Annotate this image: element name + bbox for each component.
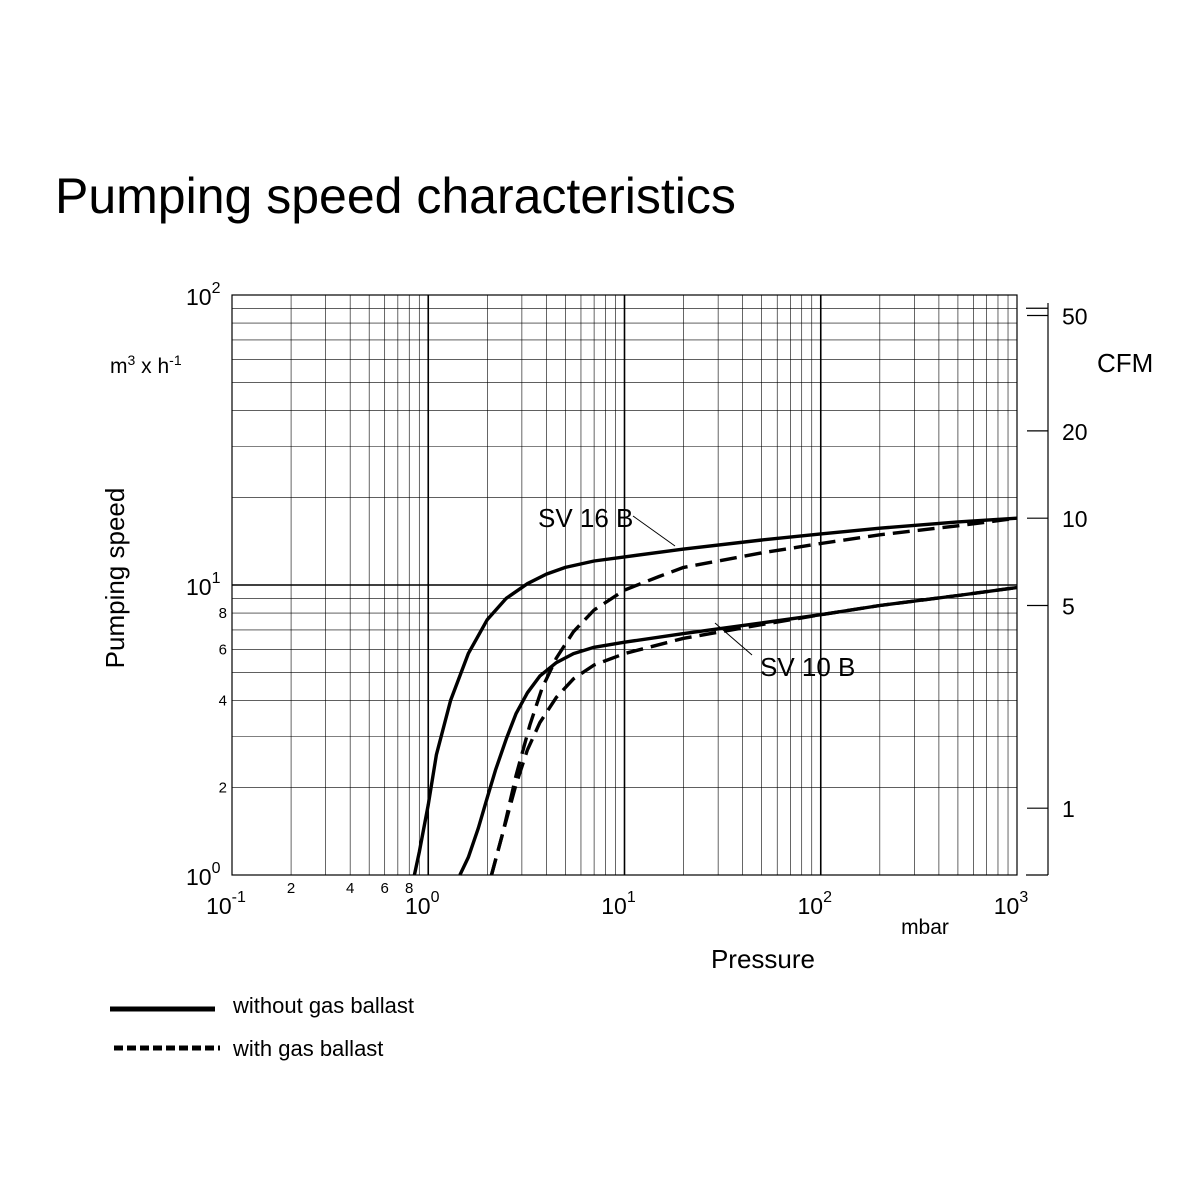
annotation-sv10b-label: SV 10 B [760, 652, 855, 682]
x-minor-tick-label: 6 [381, 880, 389, 897]
annotation-sv16b-label: SV 16 B [538, 503, 633, 533]
x-minor-tick-label: 2 [287, 880, 295, 897]
y-minor-tick-label: 8 [219, 605, 227, 622]
x-minor-tick-label: 8 [405, 880, 413, 897]
x-axis-ticks: 10-1 100 101 102 103 2 4 6 8 [206, 880, 1028, 919]
y-axis-label: Pumping speed [100, 488, 130, 669]
annotation-sv10b: SV 10 B [714, 622, 855, 682]
y-tick-label: 102 [186, 280, 221, 310]
x-axis-unit: mbar [901, 916, 949, 939]
x-minor-tick-label: 4 [346, 880, 354, 897]
x-tick-label: 100 [405, 889, 440, 919]
right-tick-label: 50 [1062, 303, 1088, 329]
right-tick-label: 20 [1062, 419, 1088, 445]
right-tick-label: 5 [1062, 593, 1075, 619]
annotation-sv16b: SV 16 B [538, 503, 676, 547]
grid [232, 295, 1017, 875]
chart-title: Pumping speed characteristics [55, 168, 736, 224]
y-minor-tick-label: 4 [219, 692, 227, 709]
series-sv-16-b-dashed [489, 516, 1018, 876]
y-axis-ticks: 100 101 102 2 4 6 8 [186, 280, 227, 890]
x-tick-label: 102 [798, 889, 833, 919]
x-tick-label: 10-1 [206, 889, 246, 919]
legend: without gas ballast with gas ballast [110, 993, 414, 1061]
right-axis-ticks: 1 5 10 20 50 [1026, 303, 1088, 876]
y-tick-label: 100 [186, 860, 221, 890]
series-sv-16-b-solid [412, 516, 1018, 876]
y-tick-label: 101 [186, 570, 221, 600]
right-axis-unit: CFM [1097, 348, 1153, 378]
x-tick-label: 103 [994, 889, 1029, 919]
annotation-sv16b-pointer [632, 515, 676, 547]
series-group [412, 516, 1018, 876]
series-sv-10-b-solid [458, 585, 1018, 876]
y-axis-unit: m3 x h-1 [110, 352, 182, 378]
y-minor-tick-label: 2 [219, 780, 227, 797]
right-tick-label: 10 [1062, 506, 1088, 532]
x-axis-label: Pressure [711, 944, 815, 974]
x-tick-label: 101 [601, 889, 636, 919]
y-minor-tick-label: 6 [219, 641, 227, 658]
series-sv-10-b-dashed [489, 585, 1018, 876]
plot-frame [231, 294, 1018, 876]
annotation-sv10b-pointer [714, 622, 753, 656]
right-tick-label: 1 [1062, 796, 1075, 822]
legend-label-with-ballast: with gas ballast [232, 1036, 383, 1061]
legend-label-without-ballast: without gas ballast [232, 993, 414, 1018]
